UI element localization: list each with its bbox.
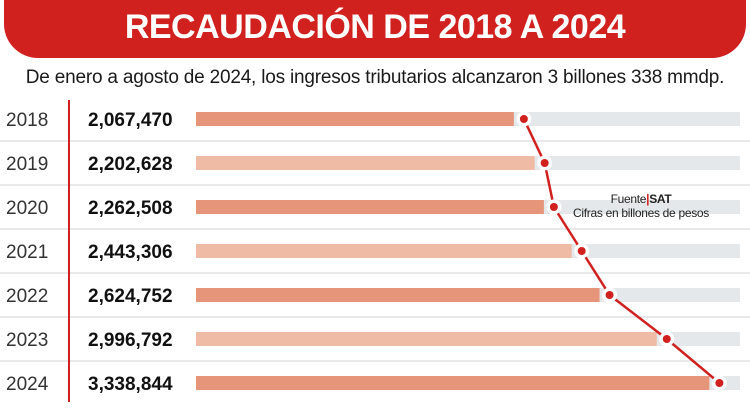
bar	[196, 244, 572, 258]
year-label: 2023	[6, 330, 48, 351]
source-units: Cifras en billones de pesos	[573, 206, 709, 220]
data-point	[540, 159, 549, 167]
data-point	[662, 335, 671, 343]
data-point	[577, 247, 586, 255]
data-point	[549, 203, 558, 211]
value-label: 2,262,508	[88, 198, 173, 219]
data-point	[519, 115, 528, 123]
value-label: 2,202,628	[88, 154, 173, 175]
bar	[196, 156, 535, 170]
year-label: 2024	[6, 374, 49, 395]
bar	[196, 376, 710, 390]
bar	[196, 200, 544, 214]
data-point	[715, 379, 724, 387]
year-label: 2019	[6, 154, 48, 175]
data-point	[605, 291, 614, 299]
value-label: 2,067,470	[88, 110, 173, 131]
chart-subtitle: De enero a agosto de 2024, los ingresos …	[25, 67, 725, 88]
year-label: 2022	[6, 286, 48, 307]
value-label: 2,996,792	[88, 330, 173, 351]
bar	[196, 332, 657, 346]
title-banner	[4, 0, 746, 58]
bar	[196, 288, 600, 302]
year-label: 2021	[6, 242, 48, 263]
value-label: 2,443,306	[88, 242, 173, 263]
chart-title: RECAUDACIÓN DE 2018 A 2024	[124, 8, 626, 46]
value-label: 2,624,752	[88, 286, 173, 307]
value-label: 3,338,844	[88, 374, 173, 395]
source-name: SAT	[649, 192, 672, 206]
year-label: 2020	[6, 198, 48, 219]
source-note: Fuente|SAT Cifras en billones de pesos	[566, 192, 716, 220]
source-label: Fuente	[610, 192, 647, 206]
year-label: 2018	[6, 110, 48, 131]
bar	[196, 112, 514, 126]
source-separator: |	[646, 192, 650, 206]
